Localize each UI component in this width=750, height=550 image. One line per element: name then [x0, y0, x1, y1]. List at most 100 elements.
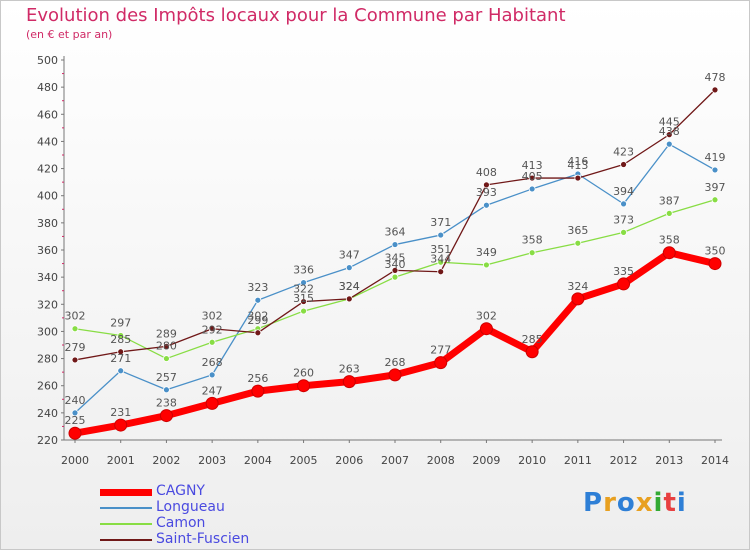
data-label-longueau: 336 [293, 264, 314, 277]
data-point-cagny [708, 257, 722, 271]
proxiti-logo: Proxiti [583, 488, 687, 518]
data-label-cagny: 350 [705, 245, 726, 258]
data-label-cagny: 247 [202, 384, 223, 397]
data-label-saint-fuscien: 279 [65, 341, 86, 354]
data-point-cagny [388, 368, 402, 382]
data-label-cagny: 263 [339, 363, 360, 376]
y-tick-label: 380 [37, 217, 58, 230]
x-tick-label: 2009 [472, 454, 500, 467]
data-label-cagny: 225 [65, 414, 86, 427]
data-point-saint-fuscien [483, 181, 490, 189]
data-label-saint-fuscien: 413 [522, 159, 543, 172]
logo-letter: o [616, 488, 636, 518]
data-label-camon: 280 [156, 340, 177, 353]
data-point-camon [391, 273, 399, 281]
data-label-camon: 358 [522, 234, 543, 247]
data-point-cagny [68, 426, 82, 440]
y-tick-label: 500 [37, 54, 58, 67]
data-point-saint-fuscien [254, 329, 262, 337]
data-label-saint-fuscien: 324 [339, 280, 360, 293]
data-point-longueau [665, 140, 673, 148]
data-label-saint-fuscien: 289 [156, 327, 177, 340]
data-label-camon: 315 [293, 292, 314, 305]
x-tick-label: 2002 [152, 454, 180, 467]
data-point-camon [574, 239, 582, 247]
data-point-camon [208, 338, 216, 346]
x-tick-label: 2008 [427, 454, 455, 467]
data-point-saint-fuscien [71, 356, 79, 364]
data-point-saint-fuscien [208, 325, 216, 333]
data-point-longueau [437, 231, 445, 239]
data-label-saint-fuscien: 322 [293, 283, 314, 296]
y-tick-label: 360 [37, 244, 58, 257]
data-point-cagny [297, 379, 311, 393]
data-label-longueau: 240 [65, 394, 86, 407]
data-label-camon: 397 [705, 181, 726, 194]
data-point-longueau [117, 367, 125, 375]
data-point-longueau [300, 279, 307, 286]
data-point-saint-fuscien [711, 86, 719, 94]
x-tick-label: 2012 [610, 454, 638, 467]
y-tick-label: 420 [37, 163, 58, 176]
data-point-camon [300, 307, 307, 315]
legend-label-cagny: CAGNY [156, 483, 205, 499]
x-tick-label: 2005 [290, 454, 318, 467]
data-point-cagny [159, 409, 173, 423]
data-point-camon [71, 325, 79, 333]
data-point-saint-fuscien [391, 266, 399, 274]
x-tick-label: 2011 [564, 454, 592, 467]
data-label-camon: 292 [202, 323, 223, 336]
data-point-camon [665, 209, 673, 217]
x-tick-label: 2007 [381, 454, 409, 467]
data-label-camon: 302 [65, 310, 86, 323]
legend-swatch-saint-fuscien [100, 539, 152, 541]
legend-swatch-cagny [100, 489, 152, 496]
data-label-longueau: 438 [659, 125, 680, 138]
chart-axes: 220 240 260 280 300 320 340 360 380 400 420 440 460 4… [37, 54, 729, 467]
x-tick-label: 2010 [518, 454, 546, 467]
data-point-longueau [528, 185, 536, 193]
data-point-saint-fuscien [163, 342, 170, 350]
data-label-cagny: 358 [659, 234, 680, 247]
data-point-saint-fuscien [437, 268, 445, 276]
data-point-cagny [251, 384, 265, 398]
data-point-cagny [617, 277, 631, 291]
y-tick-label: 460 [37, 108, 58, 121]
logo-letter: P [583, 488, 604, 518]
data-point-longueau [391, 241, 399, 248]
data-label-saint-fuscien: 423 [613, 146, 634, 159]
chart-subtitle: (en € et par an) [26, 28, 113, 41]
data-label-longueau: 268 [202, 356, 223, 369]
data-label-cagny: 285 [522, 333, 543, 346]
data-label-saint-fuscien: 413 [567, 159, 588, 172]
data-label-cagny: 238 [156, 397, 177, 410]
data-point-longueau [208, 371, 216, 379]
data-point-saint-fuscien [300, 298, 307, 305]
x-tick-label: 2003 [198, 454, 226, 467]
data-label-cagny: 277 [430, 344, 451, 357]
data-label-longueau: 257 [156, 371, 177, 384]
data-label-longueau: 416 [567, 155, 588, 168]
data-point-longueau [163, 386, 170, 394]
data-point-longueau [620, 200, 627, 208]
data-point-cagny [114, 418, 128, 432]
data-label-longueau: 364 [385, 226, 406, 239]
legend-swatch-longueau [100, 507, 152, 509]
data-point-camon [528, 249, 536, 257]
chart-series-lines [68, 86, 722, 440]
y-tick-label: 340 [37, 271, 58, 284]
legend-label-camon: Camon [156, 515, 206, 531]
y-tick-label: 400 [37, 190, 58, 203]
data-label-camon: 340 [385, 258, 406, 271]
data-label-longueau: 394 [613, 185, 634, 198]
chart-title: Evolution des Impôts locaux pour la Comm… [26, 5, 566, 26]
logo-letter: t [663, 488, 677, 518]
data-point-longueau [254, 296, 262, 304]
data-label-camon: 351 [430, 243, 451, 256]
data-label-saint-fuscien: 285 [110, 333, 131, 346]
data-point-cagny [342, 375, 356, 389]
data-label-longueau: 371 [430, 216, 451, 229]
data-label-cagny: 302 [476, 310, 497, 323]
data-label-longueau: 419 [705, 151, 726, 164]
